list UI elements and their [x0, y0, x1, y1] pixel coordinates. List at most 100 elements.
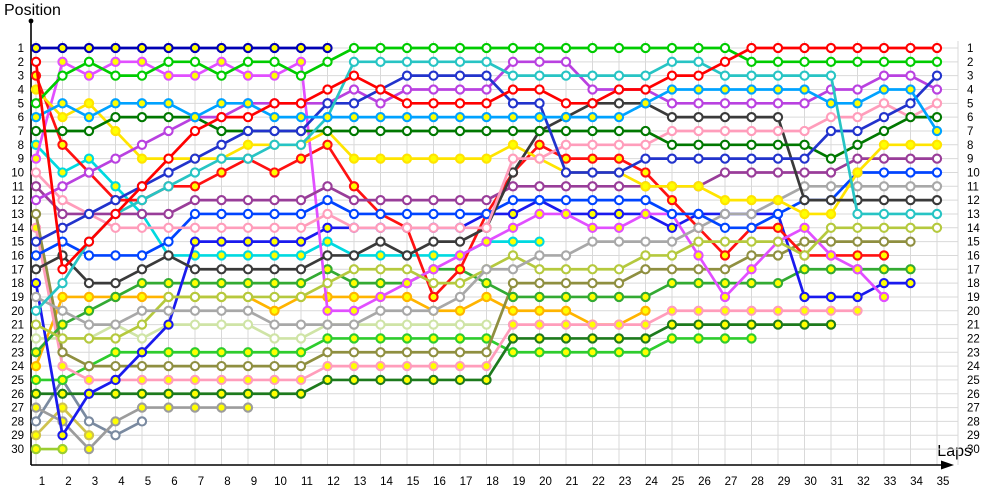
marker-car-aqua-lap12	[322, 236, 333, 247]
marker-car-darkgreen-lap32	[852, 139, 863, 150]
marker-car-turquoise-lap21	[560, 70, 572, 81]
marker-car-navy-lap9	[242, 42, 254, 54]
marker-car-dodgerblue-lap26	[693, 84, 704, 95]
x-tick: 8	[224, 476, 230, 488]
marker-car-silver-lap7	[189, 305, 201, 316]
marker-car-magenta-lap7	[189, 70, 201, 81]
marker-car-pink-2-lap20	[534, 319, 545, 330]
marker-car-green-lap19	[507, 42, 519, 54]
series-car-dodgerblue	[30, 84, 943, 137]
marker-car-pink-2-lap17	[454, 360, 466, 372]
marker-car-orchid-lap1	[30, 194, 42, 206]
marker-car-olive-lap13	[348, 347, 360, 358]
marker-car-brightgreen-lap8	[216, 347, 227, 358]
marker-car-red-2-lap10	[269, 167, 280, 178]
marker-car-orange-lap3	[83, 291, 95, 303]
y-tick-left: 8	[18, 140, 24, 152]
marker-car-brightgreen-lap21	[560, 347, 572, 358]
marker-car-olive-lap30	[799, 236, 810, 247]
marker-car-red-lap10	[269, 98, 280, 109]
marker-car-darkgreen-2-lap1	[30, 388, 42, 399]
marker-car-black-lap10	[269, 264, 280, 275]
marker-car-brightgreen-lap22	[587, 347, 598, 358]
series-car-magenta	[30, 56, 890, 316]
marker-car-orchid-lap14	[375, 98, 386, 109]
marker-car-green-lap3	[83, 56, 95, 67]
y-tick-left: 17	[11, 264, 24, 276]
marker-car-gray-lap3	[83, 443, 95, 455]
marker-car-yellow-lap2	[57, 112, 68, 123]
marker-car-green-lap16	[428, 42, 439, 54]
marker-car-purple-lap1	[30, 181, 42, 192]
marker-car-blue-lap19	[507, 194, 519, 206]
marker-car-navy-lap7	[189, 42, 201, 54]
marker-car-red-lap26	[693, 70, 704, 81]
marker-car-red-lap31	[825, 42, 837, 54]
marker-car-red-lap7	[189, 125, 201, 137]
marker-car-yellowgreen-lap35	[931, 222, 943, 233]
marker-car-orchid-lap33	[878, 70, 890, 81]
marker-car-green-lap10	[269, 56, 280, 67]
marker-car-khaki-lap2	[57, 402, 68, 413]
marker-car-navy-2-lap28	[746, 153, 757, 164]
marker-car-navy-2-lap18	[481, 70, 492, 81]
marker-car-turquoise-lap28	[746, 70, 757, 81]
marker-car-pink-lap10	[269, 222, 280, 233]
marker-car-navy-2-lap29	[772, 153, 784, 164]
y-tick-right: 4	[967, 84, 974, 96]
marker-car-silver-lap16	[428, 305, 439, 316]
marker-car-blue-2-lap9	[242, 236, 254, 247]
marker-car-navy-2-lap35	[931, 70, 943, 81]
marker-car-darkgreen-lap23	[613, 125, 625, 137]
marker-car-blue-lap3	[83, 250, 95, 261]
marker-car-brightgreen-lap19	[507, 347, 519, 358]
marker-car-navy-lap8	[216, 42, 227, 54]
marker-car-black-lap31	[825, 194, 837, 206]
marker-car-pink-lap22	[587, 139, 598, 150]
marker-car-darkgreen-2-lap15	[401, 374, 413, 386]
marker-car-red-lap2	[57, 264, 68, 275]
marker-car-palegreen-lap16	[428, 319, 439, 330]
y-tick-right: 24	[967, 361, 980, 373]
marker-car-slate-lap3	[83, 416, 95, 427]
marker-car-dodgerblue-lap5	[136, 98, 148, 109]
marker-car-turquoise-lap33	[878, 208, 890, 220]
y-tick-right: 26	[967, 389, 980, 401]
marker-car-pink-lap24	[640, 139, 651, 150]
x-tick: 16	[433, 476, 446, 488]
marker-car-olive-lap29	[772, 250, 784, 261]
marker-car-red-2-lap7	[189, 181, 201, 192]
marker-car-palegreen-lap8	[216, 319, 227, 330]
marker-car-red-2-lap11	[295, 153, 307, 164]
marker-car-brightgreen-lap23	[613, 347, 625, 358]
marker-car-blue-2-lap1	[30, 277, 42, 289]
y-tick-right: 12	[967, 195, 980, 207]
marker-car-yellow-lap28	[746, 194, 757, 206]
y-tick-left: 23	[11, 347, 24, 359]
marker-car-orange-lap10	[269, 305, 280, 316]
marker-car-blue-lap22	[587, 194, 598, 206]
marker-car-green-2-lap3	[83, 305, 95, 316]
marker-car-aqua-lap11	[295, 250, 307, 261]
marker-car-orange-lap13	[348, 291, 360, 303]
marker-car-darkgreen-lap2	[57, 125, 68, 137]
marker-car-green-lap22	[587, 42, 598, 54]
marker-car-black-lap25	[666, 112, 678, 123]
marker-car-red-lap32	[852, 42, 863, 54]
marker-car-black-lap30	[799, 194, 810, 206]
marker-car-dodgerblue-lap13	[348, 112, 360, 123]
marker-car-magenta-lap32	[852, 264, 863, 275]
y-tick-right: 22	[967, 333, 980, 345]
marker-car-pink-2-lap15	[401, 360, 413, 372]
marker-car-brightgreen-lap1	[30, 374, 42, 386]
marker-car-green-lap17	[454, 42, 466, 54]
marker-car-yellow-lap35	[931, 139, 943, 150]
marker-car-darkgreen-2-lap11	[295, 388, 307, 399]
marker-car-yellow-lap14	[375, 153, 386, 164]
marker-car-red-lap11	[295, 98, 307, 109]
marker-car-blue-lap4	[110, 250, 121, 261]
marker-car-dodgerblue-lap30	[799, 84, 810, 95]
marker-car-green-lap33	[878, 56, 890, 67]
marker-car-yellowgreen-lap12	[322, 277, 333, 289]
marker-car-silver-lap25	[666, 236, 678, 247]
